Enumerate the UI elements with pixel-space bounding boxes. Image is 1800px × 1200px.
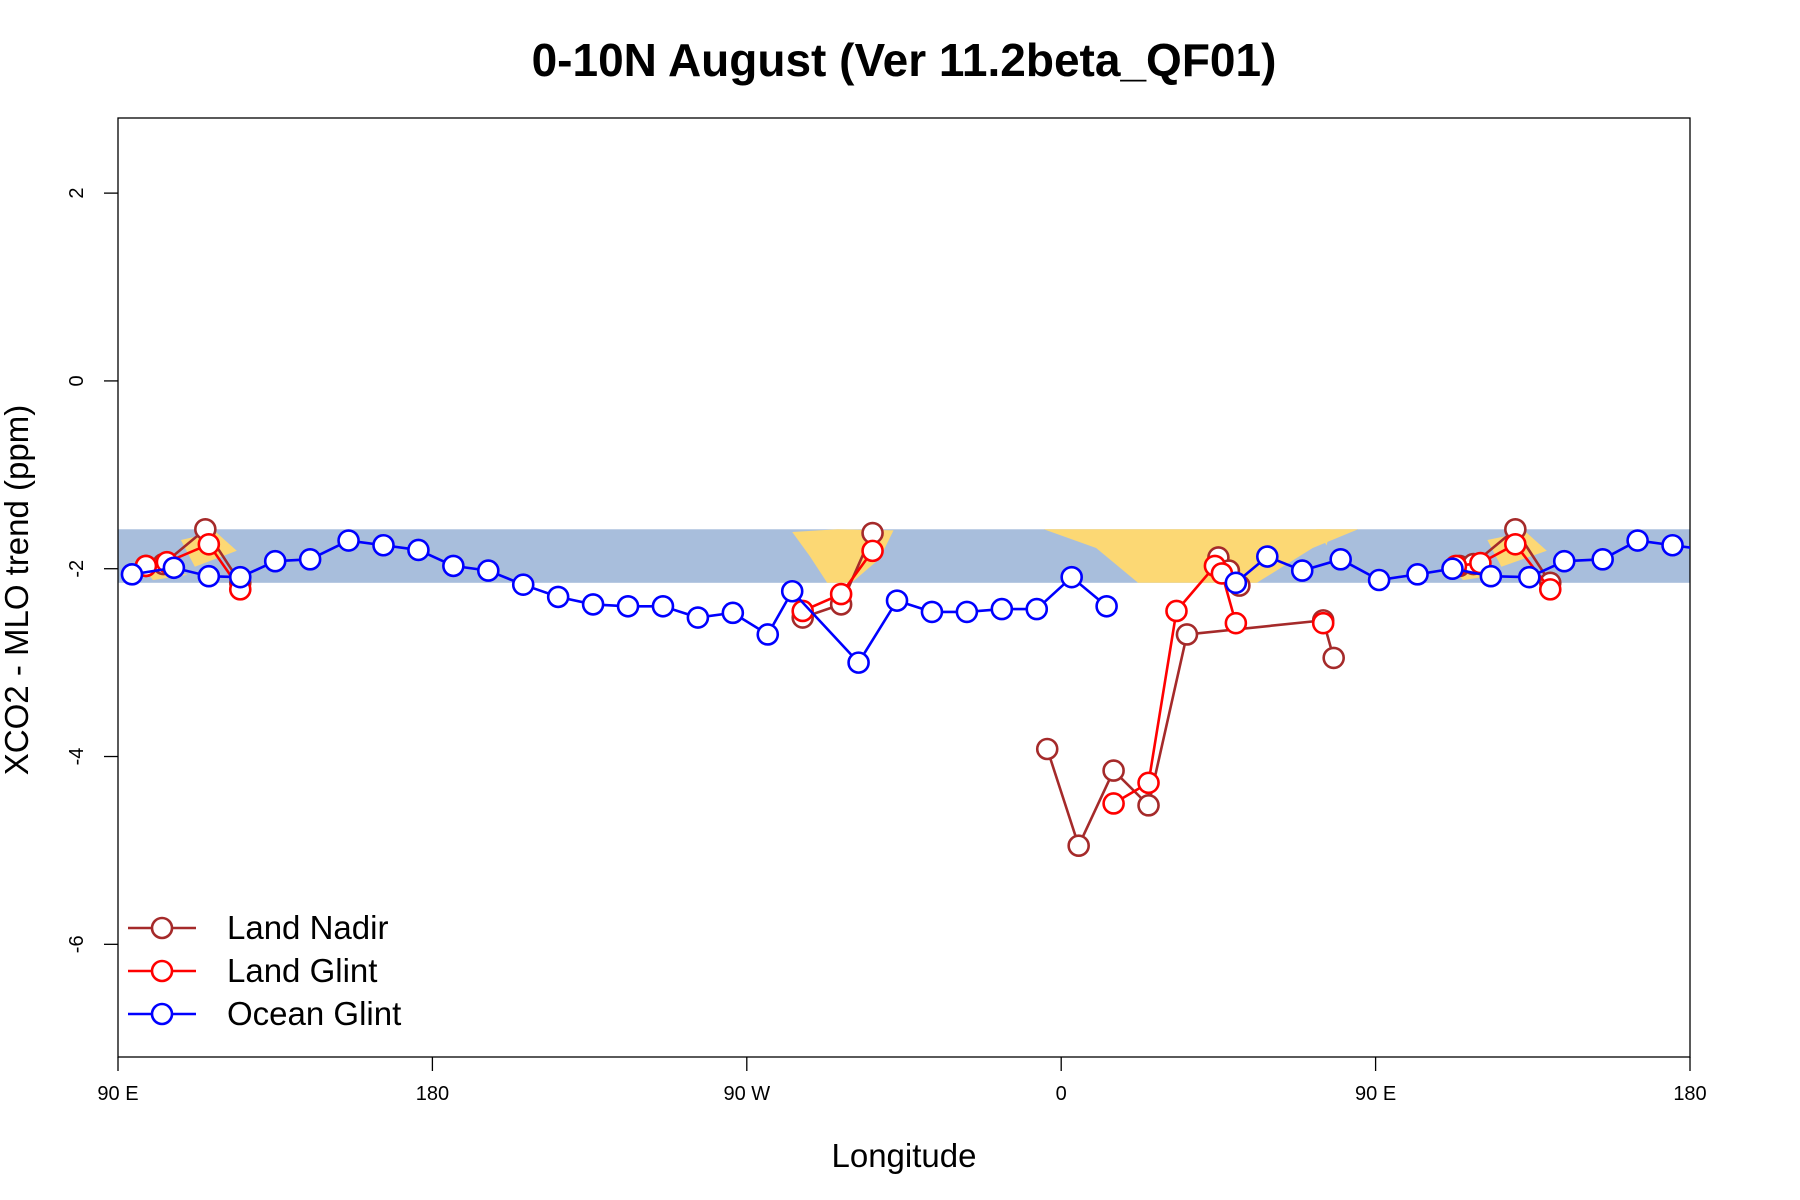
ocean-glint-point	[885, 589, 909, 612]
y-axis-label: XCO2 - MLO trend (ppm)	[0, 405, 35, 775]
series-land-glint	[134, 533, 1562, 815]
land-nadir-point	[1137, 794, 1160, 817]
ocean-glint-point	[1025, 597, 1049, 621]
legend-label-ocean-glint: Ocean Glint	[227, 995, 401, 1032]
y-tick-label: -2	[66, 560, 88, 578]
ocean-glint-point	[990, 597, 1014, 621]
chart-title: 0-10N August (Ver 11.2beta_QF01)	[532, 34, 1277, 86]
ocean-glint-point	[616, 594, 640, 618]
legend-marker-ocean-glint	[150, 1002, 174, 1026]
ocean-glint-point	[1256, 545, 1279, 568]
ocean-glint-point	[162, 556, 186, 580]
ocean-glint-point	[581, 593, 605, 616]
ocean-glint-point	[511, 573, 535, 596]
ocean-glint-point	[756, 623, 780, 646]
land-glint-point	[1538, 578, 1562, 601]
y-tick-label: 2	[66, 188, 88, 199]
plot-border	[117, 117, 1691, 1058]
land-glint-point	[1311, 611, 1335, 635]
ocean-glint-point	[780, 579, 804, 603]
land-glint-point	[197, 533, 221, 556]
land-glint-point	[1504, 533, 1527, 556]
plot-frame	[117, 117, 1691, 1058]
ocean-glint-point	[920, 600, 944, 624]
y-axis: 2 0 -2 -4 -6	[66, 188, 118, 953]
x-tick-label: 90 W	[723, 1083, 770, 1105]
y-tick-label: -4	[66, 748, 88, 766]
land-glint-point	[1137, 771, 1160, 795]
ocean-glint-point	[1479, 564, 1503, 588]
ocean-glint-point	[1224, 571, 1248, 595]
legend-marker-land-glint	[150, 959, 174, 983]
ocean-glint-point	[1626, 529, 1649, 552]
land-glint-point	[861, 539, 884, 563]
ocean-glint-point	[1290, 559, 1314, 582]
x-tick-label: 90 E	[1355, 1083, 1396, 1105]
x-tick-label: 180	[416, 1083, 449, 1105]
map-land-1	[1043, 529, 1359, 583]
ocean-glint-point	[476, 559, 500, 582]
legend-label-land-nadir: Land Nadir	[227, 909, 388, 946]
ocean-glint-line	[131, 539, 1108, 665]
ocean-glint-point	[228, 565, 252, 589]
map-land-7	[1316, 529, 1331, 546]
ocean-glint-point	[1552, 549, 1576, 573]
ocean-glint-point	[1095, 594, 1118, 618]
legend-item-land-nadir: Land Nadir	[128, 909, 388, 946]
x-axis-label: Longitude	[832, 1137, 977, 1174]
legend-item-land-glint: Land Glint	[128, 952, 377, 989]
x-axis: 90 E 180 90 W 0 90 E 180	[97, 1057, 1707, 1105]
ocean-glint-point	[1060, 565, 1083, 589]
land-glint-point	[1224, 611, 1248, 635]
legend: Land Nadir Land Glint Ocean Glint	[128, 909, 401, 1032]
series-ocean-glint	[120, 529, 1690, 674]
ocean-glint-point	[1518, 565, 1541, 589]
ocean-glint-point	[686, 606, 710, 629]
ocean-glint-point	[1661, 533, 1684, 557]
y-tick-label: 0	[66, 375, 88, 386]
y-tick-label: -6	[66, 935, 88, 953]
legend-item-ocean-glint: Ocean Glint	[128, 995, 401, 1032]
land-nadir-point	[1175, 623, 1199, 646]
x-tick-label: 180	[1673, 1083, 1706, 1105]
land-glint-point	[1102, 792, 1125, 815]
ocean-glint-point	[651, 594, 675, 618]
ocean-glint-point	[372, 533, 395, 557]
ocean-glint-point	[442, 554, 465, 578]
ocean-glint-point	[337, 529, 360, 552]
x-tick-label: 0	[1056, 1083, 1067, 1105]
ocean-glint-point	[1441, 557, 1464, 581]
land-glint-point	[829, 582, 853, 606]
ocean-glint-point	[847, 651, 870, 674]
legend-label-land-glint: Land Glint	[227, 952, 377, 989]
land-glint-point	[1165, 599, 1188, 623]
land-nadir-point	[1102, 759, 1125, 782]
ocean-glint-point	[1367, 568, 1391, 592]
series-layer	[120, 517, 1690, 858]
x-tick-label: 90 E	[97, 1083, 138, 1105]
ocean-glint-point	[197, 564, 221, 588]
ocean-glint-point	[1591, 548, 1614, 571]
ocean-glint-point	[721, 601, 745, 625]
land-nadir-point	[1067, 834, 1090, 858]
land-nadir-point	[1322, 646, 1345, 670]
land-nadir-point	[1035, 737, 1059, 761]
legend-marker-land-nadir	[150, 916, 174, 940]
ocean-glint-point	[407, 538, 430, 562]
ocean-glint-point	[955, 600, 979, 624]
ocean-glint-point	[546, 585, 570, 609]
ocean-glint-point	[263, 549, 287, 573]
ocean-glint-point	[298, 548, 322, 571]
ocean-glint-point	[1406, 563, 1429, 586]
ocean-glint-point	[1329, 548, 1352, 571]
ocean-glint-point	[120, 563, 144, 586]
